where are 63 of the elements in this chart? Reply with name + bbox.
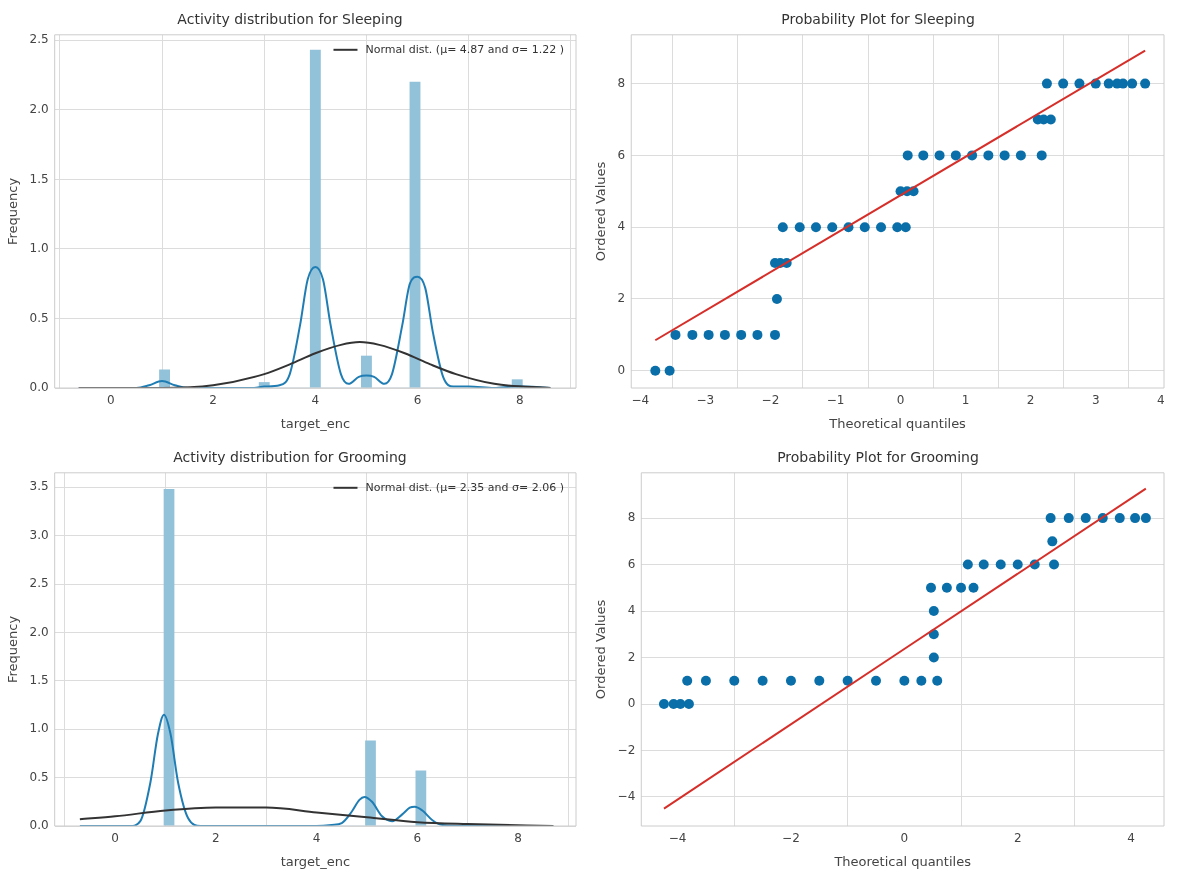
x-tick-label: 6: [413, 393, 422, 408]
x-axis-title: Theoretical quantiles: [828, 415, 967, 431]
x-tick-label: −3: [696, 393, 715, 408]
y-tick-label: 2: [617, 291, 626, 306]
y-tick-label: 1.0: [29, 721, 49, 736]
x-tick-label: 2: [1026, 393, 1035, 408]
x-tick-label: 2: [212, 831, 220, 846]
x-tick-label: 0: [111, 831, 119, 846]
x-tick-label: 4: [1127, 831, 1135, 846]
y-axis-title: Frequency: [5, 177, 21, 245]
y-axis-title: Ordered Values: [593, 599, 609, 700]
x-axis-title: Theoretical quantiles: [833, 853, 972, 869]
x-tick-label: 4: [312, 831, 321, 846]
y-tick-label: 3.0: [29, 527, 49, 542]
y-tick-label: 3.5: [29, 479, 49, 494]
x-axis-title: target_enc: [280, 415, 351, 431]
y-tick-label: 6: [617, 147, 626, 162]
x-tick-label: 1: [961, 393, 970, 408]
y-tick-label: 2.0: [29, 624, 49, 639]
y-tick-label: 4: [617, 219, 626, 234]
x-axis-title: target_enc: [280, 853, 351, 869]
x-tick-label: 2: [209, 393, 217, 408]
chart-title: Probability Plot for Sleeping: [781, 11, 975, 28]
y-tick-label: 2.5: [29, 576, 49, 591]
y-tick-label: 0.5: [29, 769, 49, 784]
x-tick-label: 4: [1156, 393, 1165, 408]
y-tick-label: 0.0: [29, 380, 49, 395]
x-tick-label: 0: [900, 831, 909, 846]
x-tick-label: −2: [782, 831, 800, 846]
x-tick-label: 4: [311, 393, 320, 408]
x-tick-label: 0: [896, 393, 905, 408]
legend-label: Normal dist. (μ= 2.35 and σ= 2.06 ): [365, 480, 565, 494]
y-tick-label: 8: [617, 75, 626, 90]
y-axis-title: Frequency: [5, 615, 21, 683]
y-tick-label: −4: [617, 789, 636, 804]
x-tick-label: 8: [515, 393, 524, 408]
y-tick-label: −2: [617, 742, 636, 757]
chart-title: Activity distribution for Sleeping: [177, 11, 403, 28]
y-tick-label: 0.0: [29, 818, 49, 833]
x-tick-label: 3: [1091, 393, 1100, 408]
x-tick-label: 2: [1013, 831, 1022, 846]
y-tick-label: 0: [617, 362, 626, 377]
chart-title: Probability Plot for Grooming: [777, 449, 979, 466]
x-tick-label: −2: [761, 393, 780, 408]
legend-label: Normal dist. (μ= 4.87 and σ= 1.22 ): [365, 42, 565, 56]
y-tick-label: 1.5: [29, 171, 49, 186]
y-tick-label: 2.5: [29, 32, 49, 47]
x-tick-label: 6: [413, 831, 422, 846]
y-tick-label: 2.0: [29, 102, 49, 117]
x-tick-label: 8: [514, 831, 522, 846]
y-tick-label: 6: [627, 556, 636, 571]
y-axis-title: Ordered Values: [593, 161, 609, 262]
x-tick-label: −1: [826, 393, 845, 408]
y-tick-label: 2: [627, 649, 636, 664]
x-tick-label: −4: [668, 831, 687, 846]
y-tick-label: 0.5: [29, 310, 49, 325]
y-tick-label: 4: [627, 603, 636, 618]
y-tick-label: 0: [627, 696, 636, 711]
y-tick-label: 8: [627, 510, 636, 525]
x-tick-label: 0: [107, 393, 115, 408]
chart-title: Activity distribution for Grooming: [173, 449, 407, 466]
y-tick-label: 1.0: [29, 241, 49, 256]
y-tick-label: 1.5: [29, 672, 49, 687]
